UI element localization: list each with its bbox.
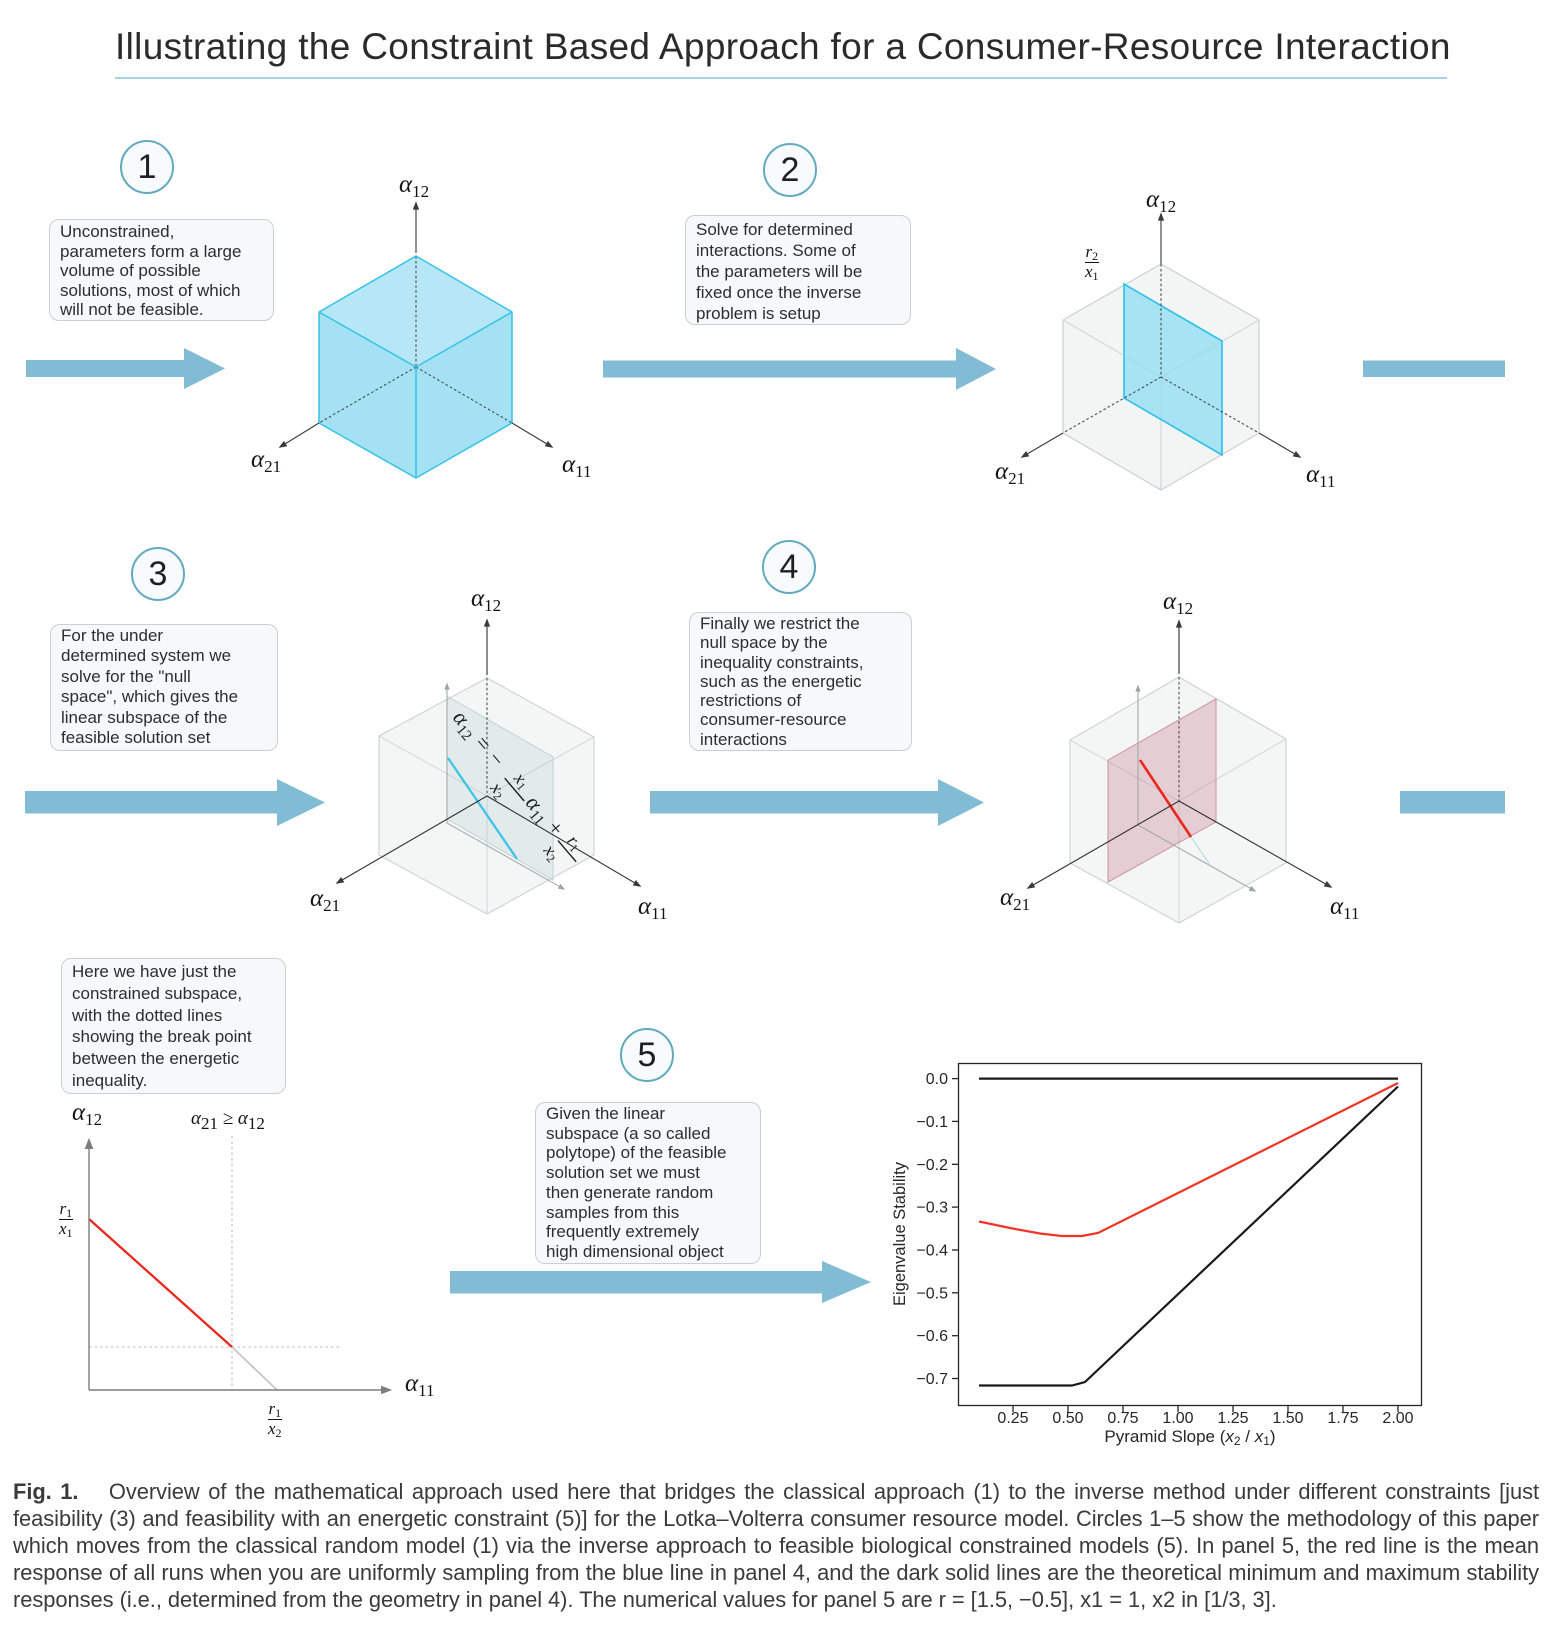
svg-text:−0.3: −0.3 <box>916 1200 948 1217</box>
svg-text:0.0: 0.0 <box>926 1071 948 1088</box>
svg-text:1.75: 1.75 <box>1327 1410 1358 1427</box>
svg-text:Eigenvalue Stability: Eigenvalue Stability <box>891 1161 909 1306</box>
svg-text:−0.5: −0.5 <box>916 1285 948 1302</box>
svg-text:0.25: 0.25 <box>997 1410 1028 1427</box>
svg-text:−0.4: −0.4 <box>916 1243 948 1260</box>
svg-text:1.50: 1.50 <box>1272 1410 1303 1427</box>
svg-text:−0.2: −0.2 <box>916 1157 948 1174</box>
svg-text:−0.7: −0.7 <box>916 1371 948 1388</box>
svg-text:−0.1: −0.1 <box>916 1114 948 1131</box>
svg-text:0.75: 0.75 <box>1107 1410 1138 1427</box>
svg-text:0.50: 0.50 <box>1052 1410 1083 1427</box>
svg-text:−0.6: −0.6 <box>916 1328 948 1345</box>
svg-text:1.00: 1.00 <box>1162 1410 1193 1427</box>
svg-text:2.00: 2.00 <box>1382 1410 1413 1427</box>
svg-text:Pyramid Slope (x2 / x1): Pyramid Slope (x2 / x1) <box>1104 1427 1275 1448</box>
svg-text:1.25: 1.25 <box>1217 1410 1248 1427</box>
